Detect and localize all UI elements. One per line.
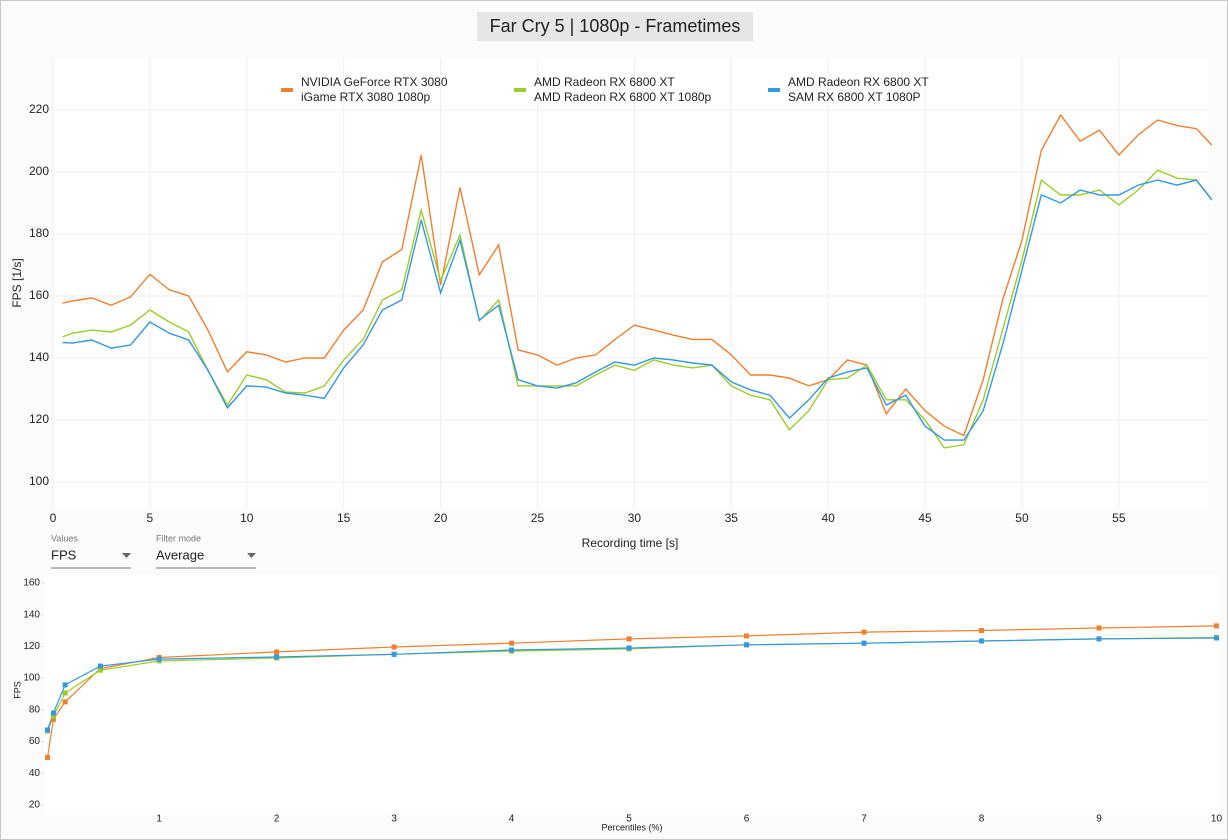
point-marker (97, 663, 103, 669)
x-tick-label: 35 (725, 511, 739, 525)
point-marker (156, 656, 162, 662)
legend-label: AMD Radeon RX 6800 XT (788, 75, 929, 89)
x-tick-label: 7 (861, 814, 867, 825)
y-tick-label: 200 (29, 164, 49, 178)
control-label: Values (51, 533, 78, 543)
point-marker (50, 716, 56, 722)
y-axis-title: FPS [1/s] (10, 258, 24, 307)
x-tick-label: 5 (147, 511, 154, 525)
y-tick-label: 140 (29, 350, 49, 364)
filter-control[interactable]: Filter mode Average (156, 533, 256, 569)
point-marker (744, 642, 750, 648)
point-marker (391, 644, 397, 650)
x-tick-label: 4 (509, 814, 515, 825)
y-tick-label: 160 (29, 288, 49, 302)
x-tick-label: 0 (50, 511, 57, 525)
y-tick-label: 180 (29, 226, 49, 240)
x-tick-label: 40 (821, 511, 835, 525)
y-tick-label: 20 (29, 800, 41, 811)
x-tick-label: 30 (628, 511, 642, 525)
y-tick-label: 120 (23, 641, 40, 652)
legend-label: AMD Radeon RX 6800 XT 1080p (534, 90, 712, 104)
legend-label: iGame RTX 3080 1080p (301, 90, 431, 104)
point-marker (626, 636, 632, 642)
point-marker (861, 640, 867, 646)
point-marker (744, 633, 750, 639)
series-line (62, 113, 1212, 437)
point-marker (509, 640, 515, 646)
point-marker (62, 699, 68, 705)
point-marker (274, 649, 280, 655)
series-line (62, 169, 1212, 449)
x-tick-label: 9 (1096, 814, 1102, 825)
point-marker (97, 667, 103, 673)
dropdown-arrow[interactable] (122, 553, 131, 558)
point-marker (1213, 623, 1219, 629)
y-tick-label: 120 (29, 412, 49, 426)
x-tick-label: 5 (626, 814, 632, 825)
series-line (46, 637, 1217, 731)
x-tick-label: 3 (391, 814, 397, 825)
point-marker (626, 645, 632, 651)
control-label: Filter mode (156, 533, 201, 543)
series-group (62, 113, 1212, 449)
point-marker (50, 713, 56, 719)
point-marker (1096, 625, 1102, 631)
x-tick-label: 10 (1211, 814, 1223, 825)
x-tick-label: 15 (337, 511, 351, 525)
point-marker (1213, 635, 1219, 641)
series-group (46, 625, 1217, 758)
x-tick-label: 50 (1015, 511, 1029, 525)
x-tick-label: 55 (1112, 511, 1126, 525)
point-marker (391, 651, 397, 657)
control-value: Average (156, 547, 204, 562)
point-marker (62, 682, 68, 688)
point-marker (979, 638, 985, 644)
values-control[interactable]: Values FPS (51, 533, 131, 569)
y-tick-label: 160 (23, 578, 40, 589)
chart-title: Far Cry 5 | 1080p - Frametimes (490, 16, 741, 36)
series-line (62, 179, 1212, 441)
x-tick-label: 45 (918, 511, 932, 525)
legend-swatch (514, 88, 526, 92)
x-tick-label: 2 (274, 814, 280, 825)
point-marker (274, 654, 280, 660)
title-box (477, 12, 753, 41)
y-tick-label: 100 (29, 474, 49, 488)
point-marker (1096, 636, 1102, 642)
legend-label: SAM RX 6800 XT 1080P (788, 90, 921, 104)
series-line (46, 625, 1217, 758)
point-marker (45, 727, 51, 733)
x-tick-label: 20 (434, 511, 448, 525)
point-marker (62, 690, 68, 696)
y-tick-label: 60 (29, 736, 41, 747)
legend-swatch (768, 88, 780, 92)
x-tick-label: 1 (156, 814, 162, 825)
y-tick-label: 100 (23, 673, 40, 684)
point-marker (979, 628, 985, 634)
x-tick-label: 25 (531, 511, 545, 525)
x-axis-title: Recording time [s] (582, 536, 679, 550)
y-tick-label: 80 (29, 704, 41, 715)
x-axis-title: Percentiles (%) (601, 822, 662, 832)
point-marker (45, 754, 51, 760)
control-value: FPS (51, 547, 77, 562)
y-tick-label: 220 (29, 102, 49, 116)
dropdown-arrow[interactable] (247, 553, 256, 558)
point-marker (861, 629, 867, 635)
y-tick-label: 140 (23, 609, 40, 620)
legend-label: AMD Radeon RX 6800 XT (534, 75, 675, 89)
legend-swatch (281, 88, 293, 92)
plot-area (53, 58, 1208, 508)
x-tick-label: 6 (744, 814, 750, 825)
plot-area (44, 575, 1220, 815)
point-marker (50, 710, 56, 716)
point-marker (509, 647, 515, 653)
legend-label: NVIDIA GeForce RTX 3080 (301, 75, 448, 89)
y-axis-title: FPS (12, 681, 22, 699)
x-tick-label: 8 (979, 814, 985, 825)
y-tick-label: 40 (29, 768, 41, 779)
x-tick-label: 10 (240, 511, 254, 525)
